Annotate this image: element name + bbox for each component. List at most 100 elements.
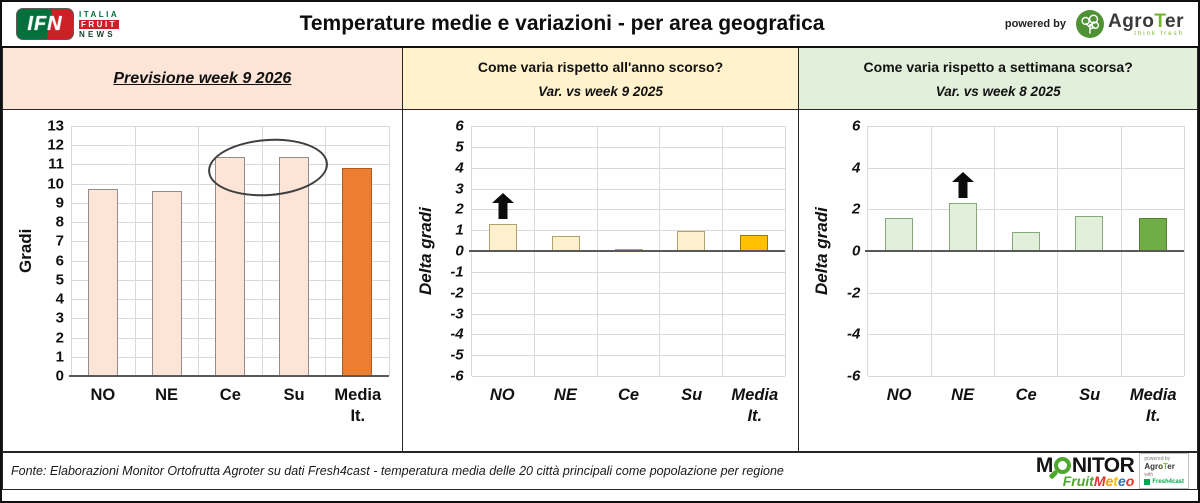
plot-area bbox=[69, 126, 390, 377]
y-tick-label: -4 bbox=[450, 325, 464, 343]
gridline bbox=[471, 167, 786, 169]
y-tick-label: 13 bbox=[47, 117, 64, 135]
monitor-agroter-label: AgroTer bbox=[1144, 462, 1175, 472]
panel-header-previsione: Previsione week 9 2026 bbox=[2, 48, 403, 110]
gridline bbox=[868, 292, 1184, 294]
category-column bbox=[199, 126, 263, 376]
x-axis-line bbox=[468, 250, 786, 252]
y-tick-label: -2 bbox=[846, 284, 861, 302]
y-tick-label: 3 bbox=[55, 309, 64, 327]
fresh4cast-icon bbox=[1144, 479, 1151, 486]
category-labels: NO NE Ce Su Media It. bbox=[867, 385, 1185, 426]
y-tick-label: 6 bbox=[455, 117, 464, 135]
gridline bbox=[868, 334, 1184, 336]
monitor-wordmark: M NITOR FruitMeteo bbox=[1035, 453, 1135, 488]
chart-previsione-week9: Gradi 13 12 11 10 9 8 7 6 5 4 3 2 1 0 NO NE Ce Su Media I… bbox=[2, 110, 403, 452]
y-tick-label: 9 bbox=[55, 194, 64, 212]
bar-Media-It bbox=[740, 235, 769, 251]
gridline bbox=[868, 126, 1184, 127]
panel-title: Come varia rispetto a settimana scorsa? bbox=[863, 58, 1133, 75]
gridline bbox=[868, 376, 1184, 377]
monitor-nitor: NITOR bbox=[1071, 453, 1135, 477]
bar-Media-It bbox=[342, 168, 373, 376]
y-axis-ticks: 6 5 4 3 2 1 0 -1 -2 -3 -4 -5 -6 bbox=[439, 118, 471, 385]
category-label: NO bbox=[489, 386, 515, 404]
bar-NE bbox=[948, 203, 977, 251]
ifn-fruit-label: FRUIT bbox=[79, 19, 120, 29]
y-axis-title: Delta gradi bbox=[415, 207, 435, 295]
category-label: NO bbox=[886, 386, 912, 404]
bar-Media-It bbox=[1138, 217, 1167, 251]
fruitmeteo-word: FruitMeteo bbox=[1063, 474, 1135, 488]
monitor-word: M NITOR bbox=[1035, 453, 1135, 479]
panel-title: Previsione week 9 2026 bbox=[113, 69, 292, 87]
y-tick-label: -6 bbox=[846, 367, 861, 385]
bar-NO bbox=[88, 189, 119, 376]
chart-var-vs-week8-2025: Delta gradi 6 4 2 0 -2 -4 -6 NO NE Ce Su Media It. bbox=[799, 110, 1198, 452]
powered-by-label: powered by bbox=[1004, 18, 1066, 30]
category-label: Ce bbox=[617, 386, 640, 404]
y-tick-label: 12 bbox=[47, 136, 64, 154]
gridline bbox=[471, 292, 786, 294]
category-label: Ce bbox=[219, 386, 241, 404]
meteo-letter: M bbox=[1093, 472, 1106, 489]
bar-NE bbox=[551, 236, 580, 251]
agroter-wordmark: AgroTer think fresh bbox=[1108, 11, 1184, 37]
ifn-italia-label: ITALIA bbox=[79, 9, 120, 19]
meteo-letter: t bbox=[1113, 472, 1118, 489]
y-axis-ticks: 13 12 11 10 9 8 7 6 5 4 3 2 1 0 bbox=[39, 118, 71, 385]
fruit-word: Fruit bbox=[1062, 472, 1094, 489]
plot-area bbox=[865, 126, 1185, 377]
category-label: Media It. bbox=[731, 386, 779, 425]
category-column bbox=[72, 126, 136, 376]
gridline bbox=[471, 230, 786, 232]
y-tick-label: 0 bbox=[55, 367, 64, 385]
category-column bbox=[326, 126, 389, 376]
y-axis-title: Delta gradi bbox=[812, 207, 832, 295]
bar-NO bbox=[488, 223, 517, 251]
gridline bbox=[471, 355, 786, 357]
agroter-tree-icon bbox=[1075, 10, 1104, 38]
y-axis-title: Gradi bbox=[16, 228, 35, 274]
monitor-with-label: with bbox=[1144, 472, 1154, 479]
y-tick-label: 4 bbox=[455, 159, 464, 177]
bar-Ce bbox=[215, 156, 246, 376]
category-label: Su bbox=[283, 386, 305, 404]
y-tick-label: 2 bbox=[455, 200, 464, 218]
y-tick-label: -6 bbox=[450, 367, 464, 385]
y-tick-label: 0 bbox=[851, 242, 861, 260]
agroter-logo: AgroTer think fresh bbox=[1075, 10, 1184, 38]
bar-Ce bbox=[1012, 232, 1041, 251]
meteo-letter: e bbox=[1105, 472, 1114, 489]
gridline bbox=[72, 126, 389, 127]
category-label: NE bbox=[951, 386, 975, 404]
up-arrow-icon bbox=[491, 192, 514, 219]
category-label: NO bbox=[90, 386, 116, 404]
y-tick-label: -3 bbox=[450, 305, 464, 322]
y-tick-label: 7 bbox=[55, 232, 64, 250]
panel-header-row: Previsione week 9 2026 Come varia rispet… bbox=[2, 48, 1198, 110]
ifn-logo-mark: IFN bbox=[16, 8, 74, 40]
y-tick-label: 11 bbox=[48, 155, 64, 173]
gridline bbox=[471, 209, 786, 211]
gridline bbox=[471, 334, 786, 336]
gridline bbox=[868, 167, 1184, 169]
panel-subtitle: Var. vs week 9 2025 bbox=[538, 83, 663, 99]
bar-NO bbox=[885, 217, 914, 251]
y-tick-label: 3 bbox=[455, 180, 464, 197]
gridline bbox=[471, 126, 786, 127]
meteo-letter: o bbox=[1125, 472, 1135, 489]
bar-Su bbox=[677, 231, 706, 251]
footer-bar: Fonte: Elaborazioni Monitor Ortofrutta A… bbox=[2, 452, 1198, 490]
panel-title: Come varia rispetto all'anno scorso? bbox=[477, 58, 724, 75]
category-column bbox=[263, 126, 327, 376]
monitor-m: M bbox=[1035, 453, 1054, 477]
magnifier-o-icon bbox=[1048, 456, 1071, 479]
y-tick-label: 0 bbox=[455, 242, 464, 260]
bar-Su bbox=[1075, 215, 1104, 251]
y-axis-ticks: 6 4 2 0 -2 -4 -6 bbox=[835, 118, 867, 385]
up-arrow-icon bbox=[951, 172, 974, 199]
y-tick-label: 2 bbox=[55, 329, 64, 347]
y-tick-label: -1 bbox=[450, 263, 464, 281]
gridline bbox=[471, 271, 786, 273]
